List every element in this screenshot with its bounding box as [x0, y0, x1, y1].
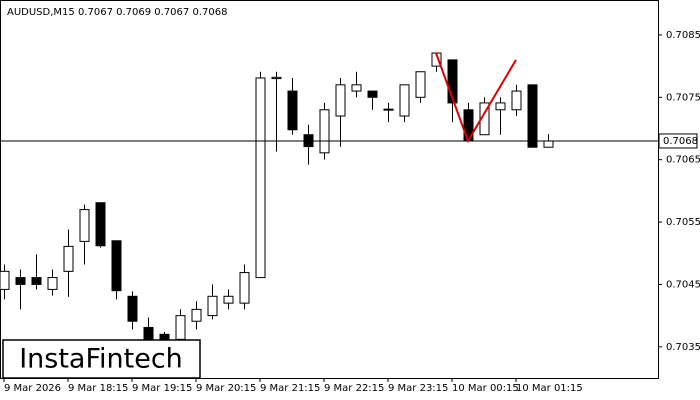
candle-body — [111, 240, 122, 292]
candle-body — [15, 277, 26, 285]
candle-body — [367, 90, 378, 98]
x-tick-label: 9 Mar 21:15 — [260, 383, 320, 394]
candle-body — [335, 84, 346, 117]
logo-box — [2, 339, 201, 379]
candle-body — [159, 333, 170, 340]
candle-body — [415, 71, 426, 98]
candle-body — [351, 84, 362, 92]
candle-body — [319, 109, 330, 154]
candle-body — [95, 202, 106, 247]
candle-body — [63, 245, 74, 272]
logo: InstaFintech — [19, 344, 183, 375]
y-tick-label: 0.7085 — [666, 30, 700, 41]
candle-body — [511, 90, 522, 111]
candle-body — [47, 277, 58, 290]
candle-body — [543, 140, 554, 148]
candle-body — [79, 209, 90, 242]
y-tick-label: 0.7055 — [666, 217, 700, 228]
candle-body — [239, 272, 250, 304]
candle-body — [207, 295, 218, 317]
candle-body — [191, 308, 202, 322]
candle-body — [447, 59, 458, 104]
x-tick-label: 9 Mar 22:15 — [324, 383, 384, 394]
y-tick-label: 0.7045 — [666, 279, 700, 290]
candle-body — [399, 84, 410, 117]
candle-body — [143, 326, 154, 340]
x-tick-label: 9 Mar 23:15 — [388, 383, 448, 394]
candle-body — [31, 277, 42, 285]
candle-body — [271, 76, 282, 80]
candle-body — [0, 270, 10, 290]
candle-body — [175, 315, 186, 340]
y-tick-label: 0.7075 — [666, 92, 700, 103]
x-tick-label: 9 Mar 18:15 — [68, 383, 128, 394]
candle-body — [287, 90, 298, 131]
candle-body — [223, 295, 234, 304]
x-tick-label: 10 Mar 00:15 — [452, 383, 519, 394]
pattern-line — [435, 52, 517, 144]
candle-body — [527, 84, 538, 148]
candle-body — [495, 102, 506, 111]
x-tick-label: 9 Mar 2026 — [4, 383, 61, 394]
x-tick-label: 9 Mar 19:15 — [132, 383, 192, 394]
candle-body — [127, 295, 138, 322]
y-tick-label: 0.7065 — [666, 155, 700, 166]
y-tick-label: 0.7035 — [666, 342, 700, 353]
last-price-box — [658, 133, 698, 149]
plot-frame — [0, 0, 659, 379]
last-price-label: 0.7068 — [663, 136, 698, 147]
chart-title: AUDUSD,M15 0.7067 0.7069 0.7067 0.7068 — [7, 7, 227, 18]
candle-body — [383, 108, 394, 111]
candle-body — [255, 77, 266, 279]
x-tick-label: 9 Mar 20:15 — [196, 383, 256, 394]
x-tick-label: 10 Mar 01:15 — [516, 383, 583, 394]
